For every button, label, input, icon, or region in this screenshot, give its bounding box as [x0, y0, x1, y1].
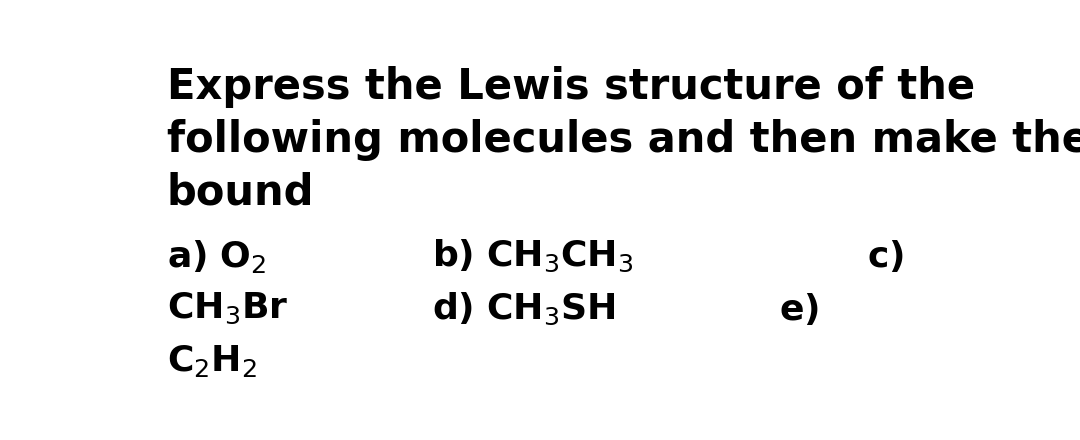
- Text: bound: bound: [166, 172, 314, 213]
- Text: $\mathbf{a)\ O}_{2}$: $\mathbf{a)\ O}_{2}$: [166, 238, 266, 275]
- Text: following molecules and then make them: following molecules and then make them: [166, 119, 1080, 161]
- Text: Express the Lewis structure of the: Express the Lewis structure of the: [166, 66, 975, 108]
- Text: $\mathbf{b)\ CH}_{3}\mathbf{CH}_{3}$: $\mathbf{b)\ CH}_{3}\mathbf{CH}_{3}$: [432, 238, 634, 274]
- Text: $\mathbf{d)\ CH}_{3}\mathbf{SH}$: $\mathbf{d)\ CH}_{3}\mathbf{SH}$: [432, 290, 616, 327]
- Text: $\mathbf{C}_{2}\mathbf{H}_{2}$: $\mathbf{C}_{2}\mathbf{H}_{2}$: [166, 343, 257, 379]
- Text: $\mathbf{e)}$: $\mathbf{e)}$: [780, 290, 820, 326]
- Text: $\mathbf{c)}$: $\mathbf{c)}$: [867, 238, 904, 274]
- Text: $\mathbf{CH}_{3}\mathbf{Br}$: $\mathbf{CH}_{3}\mathbf{Br}$: [166, 291, 288, 326]
